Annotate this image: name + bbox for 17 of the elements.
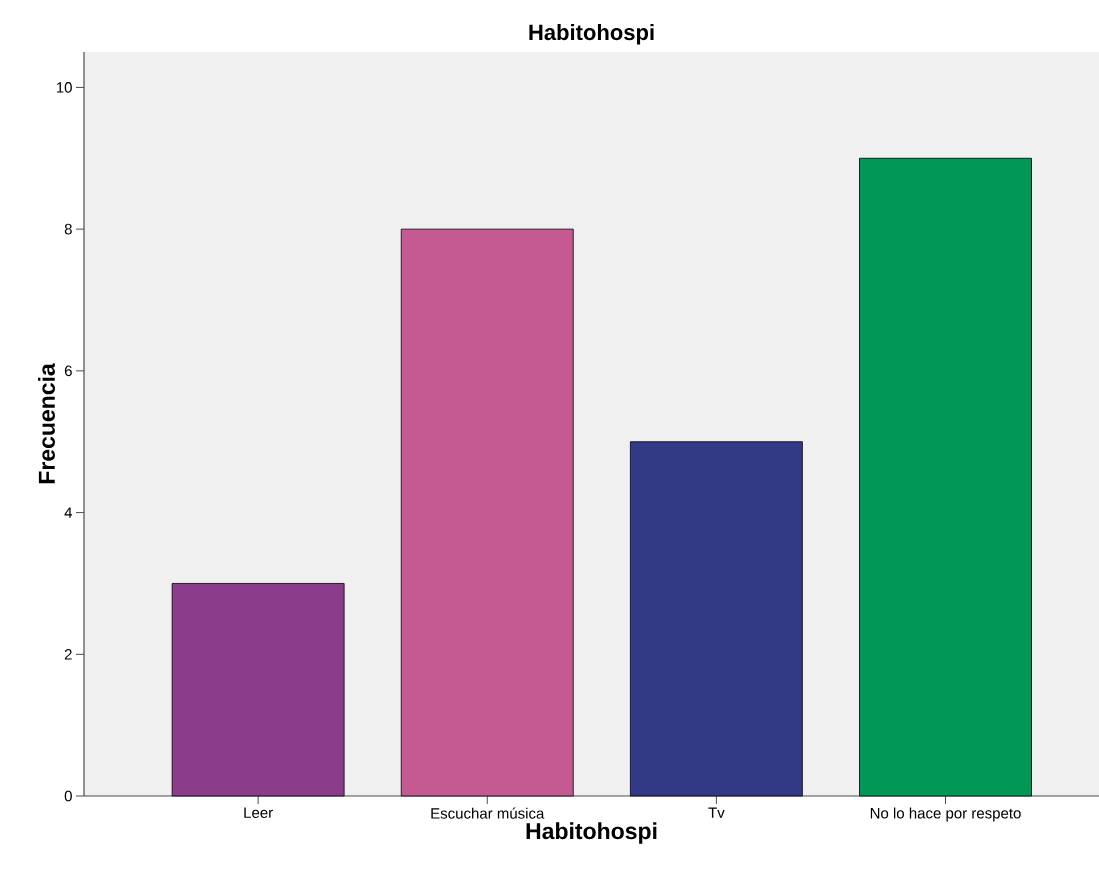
x-axis-title: Habitohospi bbox=[526, 822, 657, 844]
chart-title: Habitohospi bbox=[529, 23, 654, 45]
y-tick-label: 4 bbox=[64, 507, 73, 518]
bar bbox=[400, 228, 574, 797]
bar bbox=[859, 157, 1032, 797]
y-tick-label: 6 bbox=[64, 365, 72, 377]
x-tick-label: Escuchar música bbox=[431, 807, 545, 819]
x-tick-label: No lo hace por respeto bbox=[870, 807, 1021, 822]
y-tick-label: 0 bbox=[64, 790, 72, 802]
x-tick-label: Tv bbox=[708, 807, 725, 818]
y-axis-title: Frecuencia bbox=[38, 363, 55, 484]
y-tick-label: 8 bbox=[64, 223, 72, 235]
y-tick-label: 2 bbox=[64, 649, 72, 660]
y-tick-label: 10 bbox=[56, 82, 72, 93]
bar bbox=[171, 583, 345, 797]
bar bbox=[629, 441, 803, 797]
x-tick-label: Leer bbox=[244, 807, 273, 818]
